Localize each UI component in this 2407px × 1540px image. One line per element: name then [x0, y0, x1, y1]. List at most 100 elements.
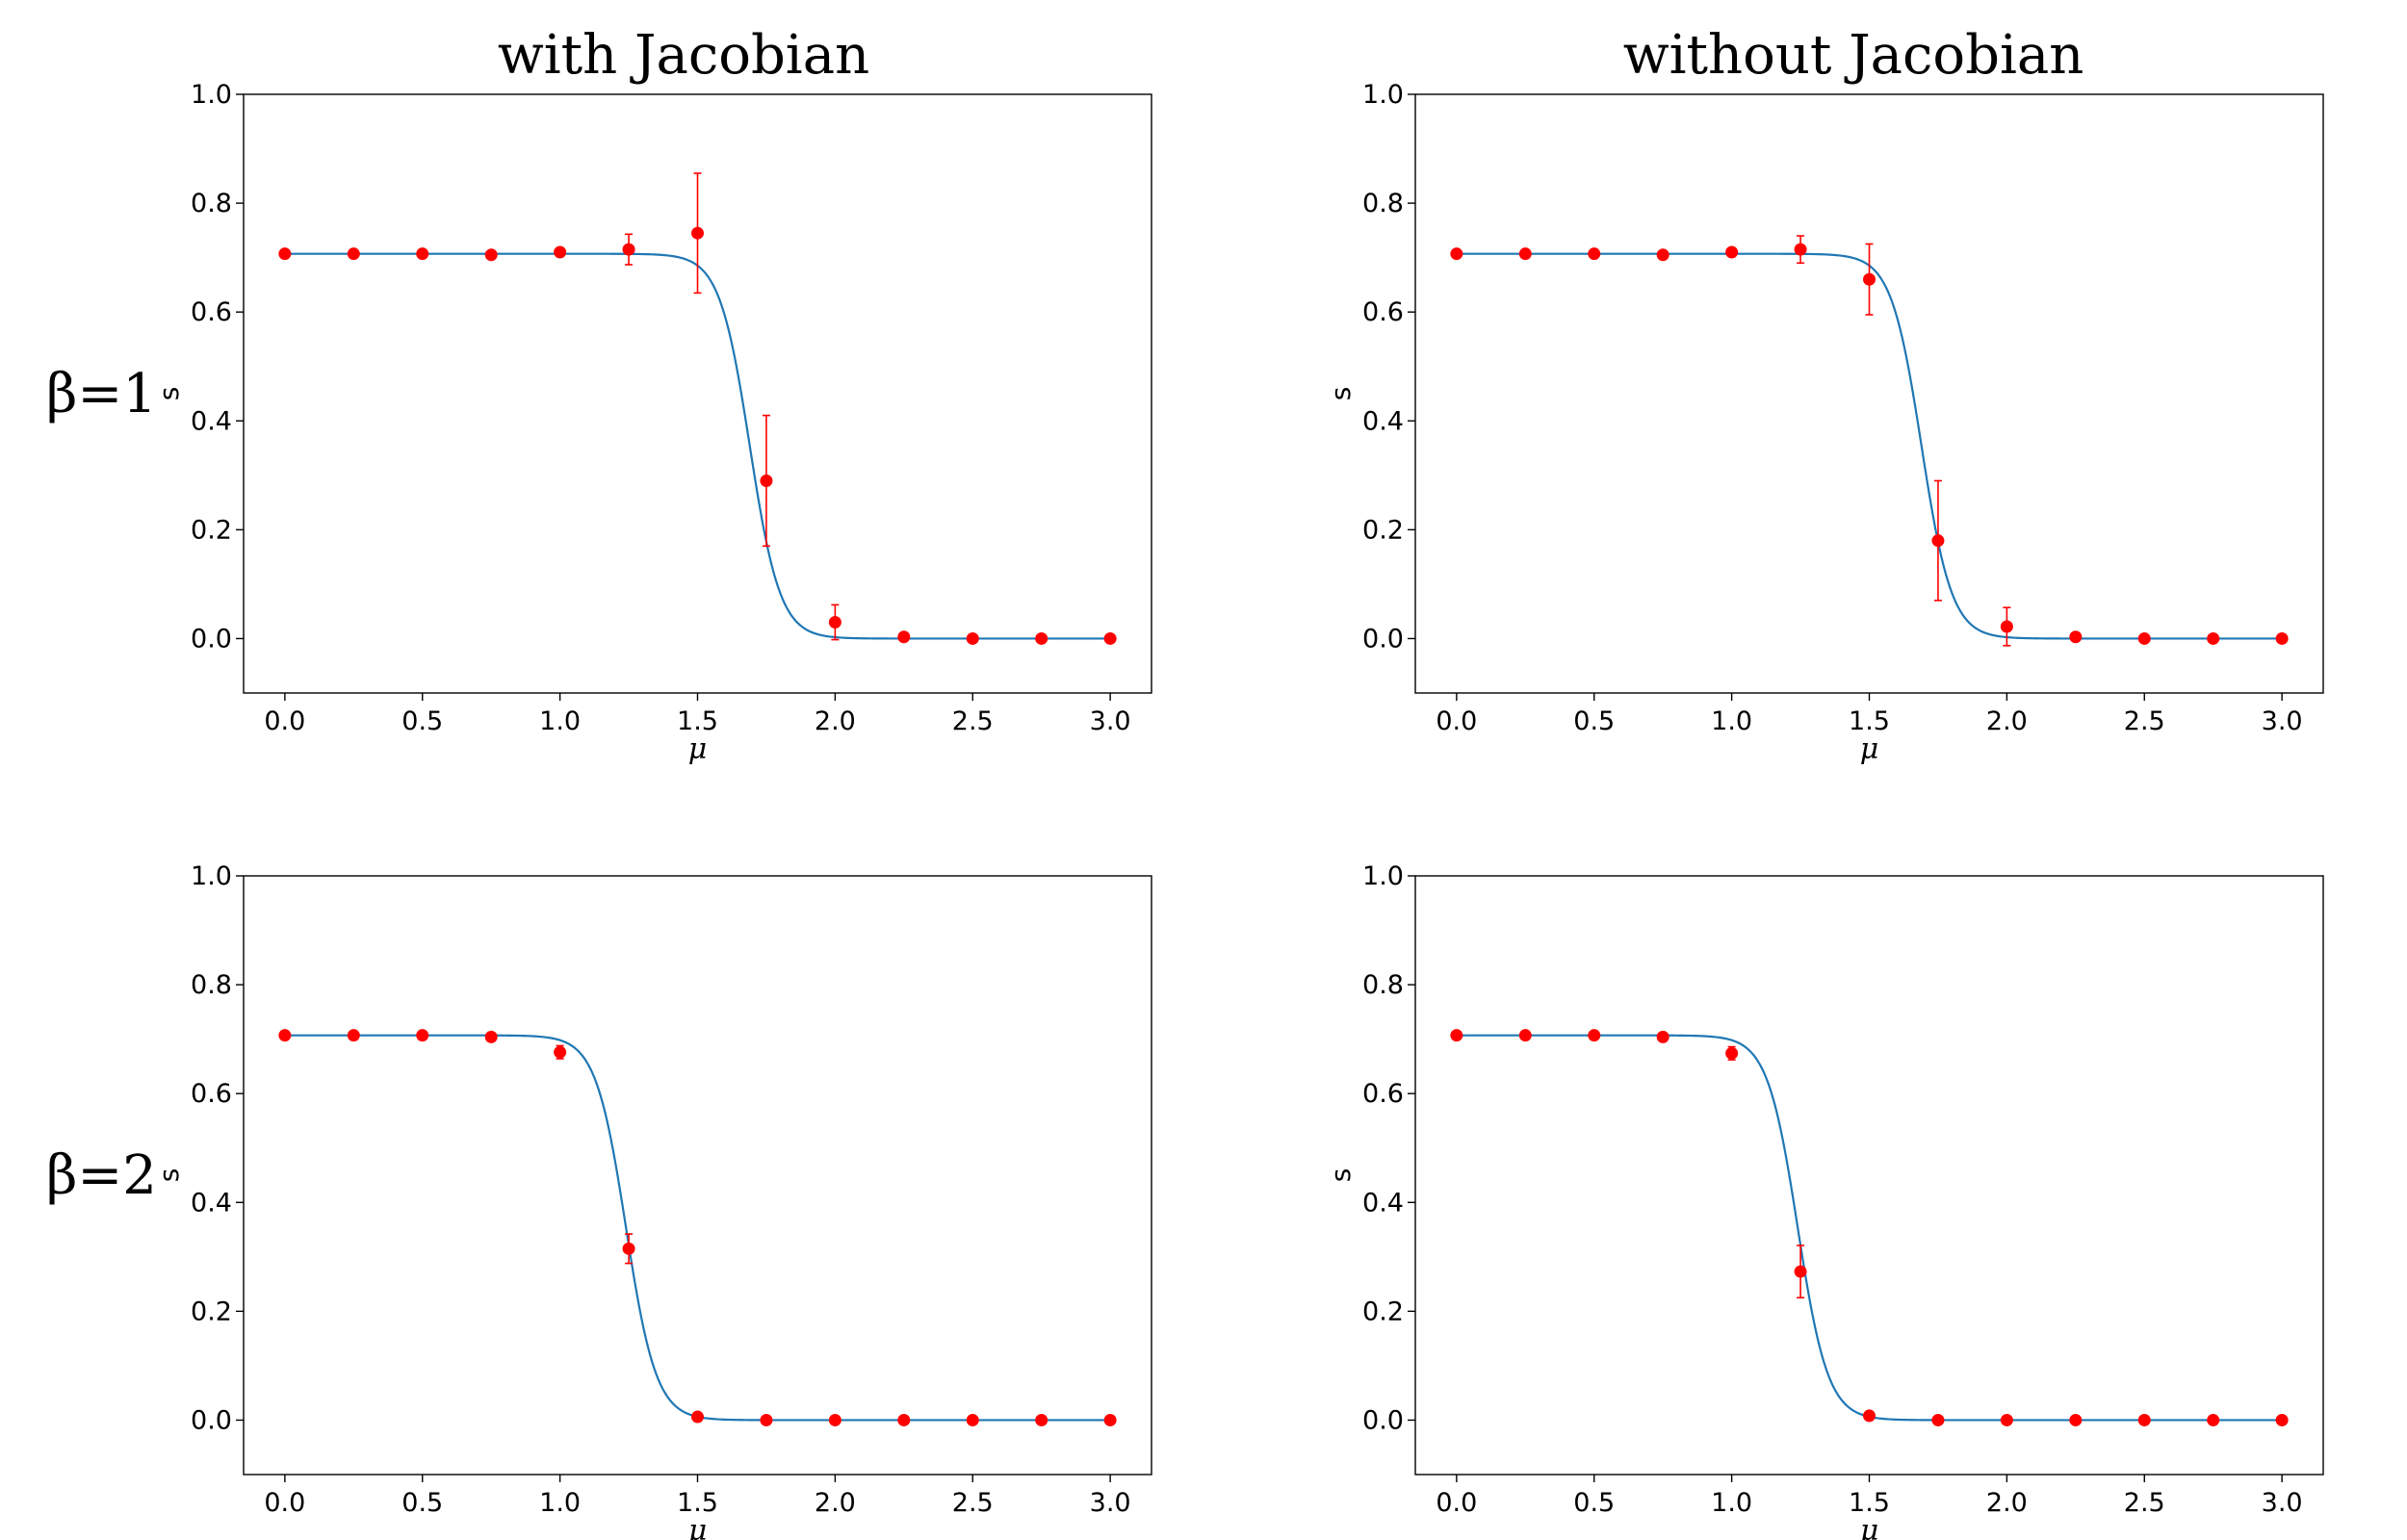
- x-axis-label: μ: [688, 1514, 708, 1540]
- data-point: [2069, 630, 2083, 644]
- data-point: [966, 631, 979, 645]
- x-tick-label: 0.5: [1573, 706, 1615, 736]
- data-point: [897, 1413, 911, 1426]
- data-point: [691, 1410, 704, 1424]
- y-tick-label: 0.4: [1362, 1188, 1404, 1218]
- data-point: [622, 1242, 635, 1255]
- data-point: [2000, 620, 2013, 633]
- x-tick-label: 1.5: [677, 706, 718, 736]
- data-point: [691, 226, 704, 240]
- data-point: [828, 1413, 841, 1426]
- y-tick-label: 0.4: [1362, 406, 1404, 436]
- x-tick-label: 0.5: [1573, 1488, 1615, 1518]
- data-point: [2207, 631, 2220, 645]
- data-point: [2207, 1413, 2220, 1426]
- data-point: [278, 247, 292, 261]
- x-tick-label: 3.0: [1090, 1488, 1131, 1518]
- fit-curve: [284, 1034, 1111, 1422]
- data-point: [2000, 1413, 2013, 1426]
- data-point: [1794, 243, 1807, 256]
- data-point: [760, 474, 773, 487]
- x-tick-label: 1.5: [1849, 1488, 1890, 1518]
- data-point: [1450, 1029, 1463, 1042]
- x-tick-label: 0.0: [1436, 1488, 1477, 1518]
- y-axis-label: s: [1325, 1168, 1357, 1183]
- y-tick-label: 0.0: [191, 624, 232, 654]
- data-point: [484, 1030, 498, 1043]
- row-title-beta-1: β=1: [46, 363, 157, 425]
- chart-panel-beta2-without-jacobian: 0.0 0.5 1.0 1.5 2.0 2.5 3.0 0.0 0.2 0.4 0.6 0.8 1.0 μ…: [1325, 861, 2324, 1540]
- x-tick-label: 0.0: [264, 706, 305, 736]
- data-point: [1588, 1029, 1601, 1042]
- data-point: [1518, 247, 1532, 261]
- x-tick-label: 0.5: [401, 1488, 443, 1518]
- x-tick-label: 1.5: [677, 1488, 718, 1518]
- x-axis-label: μ: [1860, 1514, 1879, 1540]
- data-point: [554, 1045, 567, 1059]
- data-point: [2069, 1413, 2083, 1426]
- y-tick-label: 1.0: [1362, 80, 1404, 110]
- y-tick-label: 0.2: [1362, 515, 1404, 545]
- data-point: [966, 1413, 979, 1426]
- data-point: [1518, 1029, 1532, 1042]
- data-point: [554, 245, 567, 259]
- data-point: [622, 243, 635, 256]
- data-point: [1103, 1413, 1117, 1426]
- plot-frame: [1414, 875, 2324, 1476]
- chart-panel-beta2-with-jacobian: 0.0 0.5 1.0 1.5 2.0 2.5 3.0 0.0 0.2 0.4 0.6 0.8 1.0 μ…: [153, 861, 1152, 1540]
- y-tick-label: 0.4: [191, 1188, 232, 1218]
- x-tick-label: 1.0: [539, 1488, 581, 1518]
- data-point: [347, 247, 360, 261]
- data-point: [1931, 534, 1945, 548]
- y-tick-label: 0.8: [191, 970, 232, 1000]
- column-title-with-jacobian: with Jacobian: [498, 24, 869, 87]
- plot-frame: [1414, 93, 2324, 694]
- x-tick-label: 3.0: [2262, 706, 2303, 736]
- x-tick-label: 2.5: [2124, 1488, 2165, 1518]
- data-point: [1656, 248, 1669, 262]
- data-point: [1588, 247, 1601, 261]
- x-axis-label: μ: [688, 732, 708, 766]
- y-tick-label: 1.0: [191, 80, 232, 110]
- x-tick-label: 2.5: [2124, 706, 2165, 736]
- y-tick-label: 1.0: [1362, 861, 1404, 891]
- y-tick-label: 0.8: [1362, 189, 1404, 218]
- x-tick-label: 2.0: [1986, 706, 2028, 736]
- y-tick-label: 0.8: [191, 189, 232, 218]
- x-tick-label: 0.0: [264, 1488, 305, 1518]
- data-point: [1863, 1409, 1876, 1423]
- data-point: [416, 1029, 429, 1042]
- y-axis-label: s: [1325, 387, 1357, 401]
- y-tick-label: 0.6: [191, 1079, 232, 1109]
- y-tick-label: 0.6: [1362, 297, 1404, 327]
- x-axis-label: μ: [1860, 732, 1879, 766]
- y-tick-label: 0.0: [1362, 624, 1404, 654]
- x-tick-label: 0.5: [401, 706, 443, 736]
- data-point: [1863, 272, 1876, 286]
- y-tick-label: 0.0: [191, 1405, 232, 1435]
- y-axis-label: s: [153, 1168, 185, 1183]
- data-point: [2137, 631, 2151, 645]
- x-tick-label: 2.0: [815, 706, 856, 736]
- x-tick-label: 1.0: [539, 706, 581, 736]
- y-tick-label: 0.6: [191, 297, 232, 327]
- y-tick-label: 0.6: [1362, 1079, 1404, 1109]
- y-tick-label: 0.2: [1362, 1296, 1404, 1326]
- data-point: [828, 615, 841, 629]
- x-tick-label: 1.5: [1849, 706, 1890, 736]
- x-tick-label: 2.0: [1986, 1488, 2028, 1518]
- y-tick-label: 0.8: [1362, 970, 1404, 1000]
- chart-panel-beta1-without-jacobian: 0.0 0.5 1.0 1.5 2.0 2.5 3.0 0.0 0.2 0.4 0.6 0.8 1.0 μ…: [1325, 80, 2324, 766]
- y-tick-label: 0.2: [191, 515, 232, 545]
- data-point: [1035, 631, 1048, 645]
- x-tick-label: 3.0: [1090, 706, 1131, 736]
- data-point: [484, 248, 498, 262]
- data-point: [1725, 1046, 1739, 1060]
- y-tick-label: 0.4: [191, 406, 232, 436]
- data-point: [1450, 247, 1463, 261]
- data-point: [1035, 1413, 1048, 1426]
- data-point: [760, 1413, 773, 1426]
- data-point: [2137, 1413, 2151, 1426]
- x-tick-label: 2.0: [815, 1488, 856, 1518]
